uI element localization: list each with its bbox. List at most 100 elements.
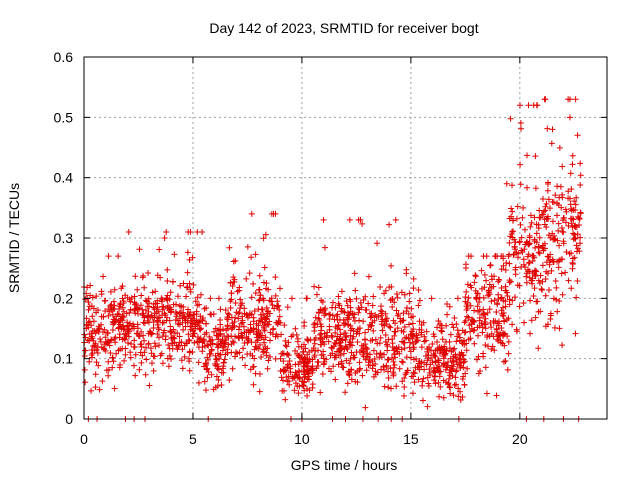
data-point <box>186 367 193 374</box>
data-point <box>401 383 408 390</box>
data-point <box>572 96 579 103</box>
data-point <box>295 352 302 359</box>
data-point <box>574 213 581 220</box>
data-point <box>267 329 274 336</box>
data-point <box>255 345 262 352</box>
data-point <box>398 346 405 353</box>
data-point <box>539 286 546 293</box>
data-point <box>480 306 487 313</box>
data-point <box>356 349 363 356</box>
data-point <box>445 358 452 365</box>
data-point <box>346 216 353 223</box>
data-point <box>481 311 488 318</box>
data-point <box>169 278 176 285</box>
x-axis-label: GPS time / hours <box>291 457 398 473</box>
data-point <box>265 321 272 328</box>
data-point <box>524 253 531 260</box>
data-point <box>369 302 376 309</box>
data-point <box>214 382 221 389</box>
data-point <box>459 393 466 400</box>
data-point <box>111 316 118 323</box>
data-point <box>220 363 227 370</box>
data-point <box>131 323 138 330</box>
data-point <box>479 329 486 336</box>
data-point <box>154 331 161 338</box>
data-point <box>296 383 303 390</box>
data-point <box>520 256 527 263</box>
data-point <box>566 114 573 121</box>
data-point <box>190 281 197 288</box>
data-point <box>544 125 551 132</box>
data-point <box>85 299 92 306</box>
data-point <box>251 307 258 314</box>
data-point <box>377 350 384 357</box>
data-point <box>337 331 344 338</box>
data-point <box>389 303 396 310</box>
data-point <box>381 290 388 297</box>
data-point <box>208 347 215 354</box>
data-point <box>186 348 193 355</box>
data-point <box>532 314 539 321</box>
data-point <box>516 239 523 246</box>
data-point <box>111 286 118 293</box>
data-point <box>461 329 468 336</box>
data-point <box>119 304 126 311</box>
data-point <box>247 366 254 373</box>
data-point <box>127 354 134 361</box>
data-point <box>577 234 584 241</box>
data-point <box>362 293 369 300</box>
data-point <box>457 388 464 395</box>
data-point <box>329 333 336 340</box>
data-point <box>304 373 311 380</box>
data-point <box>431 367 438 374</box>
data-point <box>509 217 516 224</box>
data-point <box>571 235 578 242</box>
data-point <box>488 324 495 331</box>
data-point <box>230 339 237 346</box>
data-point <box>476 314 483 321</box>
data-point <box>270 210 277 217</box>
data-point <box>250 314 257 321</box>
data-point <box>87 282 94 289</box>
data-point <box>377 307 384 314</box>
data-point <box>288 333 295 340</box>
data-point <box>194 294 201 301</box>
data-point <box>232 257 239 264</box>
data-point <box>335 322 342 329</box>
data-point <box>95 362 102 369</box>
data-point <box>252 343 259 350</box>
data-point <box>264 313 271 320</box>
data-point <box>240 345 247 352</box>
data-point <box>109 326 116 333</box>
data-point <box>189 328 196 335</box>
data-point <box>277 355 284 362</box>
data-point <box>572 330 579 337</box>
data-point <box>471 340 478 347</box>
data-point <box>125 228 132 235</box>
data-point <box>237 296 244 303</box>
data-point <box>446 375 453 382</box>
data-point <box>498 324 505 331</box>
data-point <box>225 333 232 340</box>
data-point <box>483 390 490 397</box>
data-point <box>349 342 356 349</box>
data-point <box>118 325 125 332</box>
data-point <box>491 273 498 280</box>
data-point <box>365 273 372 280</box>
data-point <box>365 300 372 307</box>
data-point <box>196 336 203 343</box>
data-point <box>172 317 179 324</box>
data-point <box>317 389 324 396</box>
data-point <box>293 331 300 338</box>
data-point <box>241 329 248 336</box>
data-point <box>569 161 576 168</box>
data-point <box>374 340 381 347</box>
data-point <box>332 329 339 336</box>
data-point <box>556 325 563 332</box>
data-point <box>419 378 426 385</box>
data-point <box>281 322 288 329</box>
data-point <box>211 328 218 335</box>
data-point <box>439 336 446 343</box>
data-point <box>510 228 517 235</box>
data-point <box>170 301 177 308</box>
